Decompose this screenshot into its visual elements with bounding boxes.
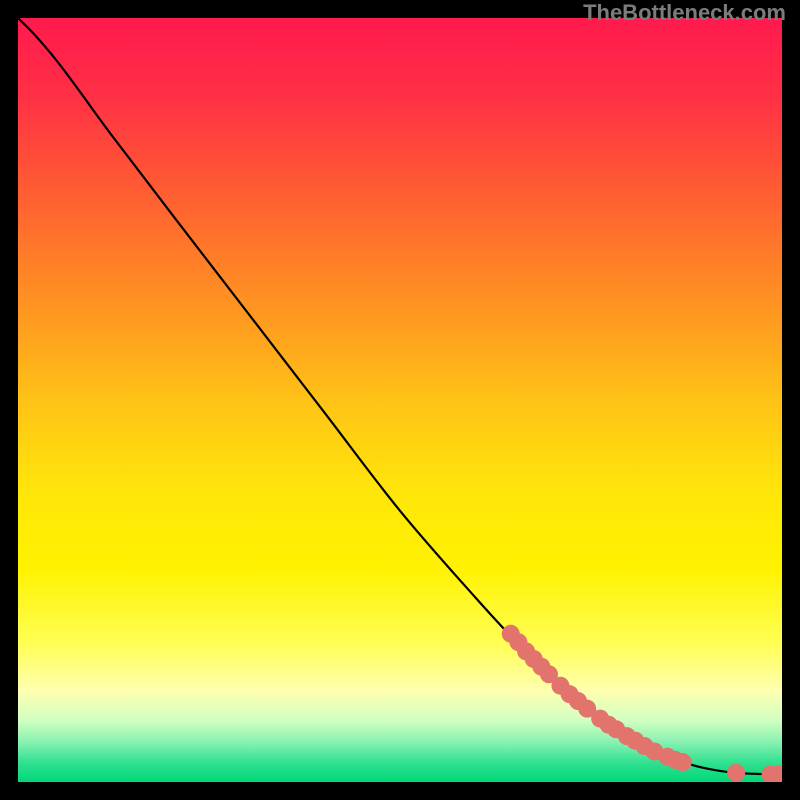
gradient-background xyxy=(18,18,782,782)
plot-area xyxy=(18,18,782,782)
data-marker xyxy=(674,753,692,771)
chart-root: TheBottleneck.com xyxy=(0,0,800,800)
watermark-text: TheBottleneck.com xyxy=(583,0,786,26)
plot-svg xyxy=(18,18,782,782)
data-marker xyxy=(727,764,745,782)
